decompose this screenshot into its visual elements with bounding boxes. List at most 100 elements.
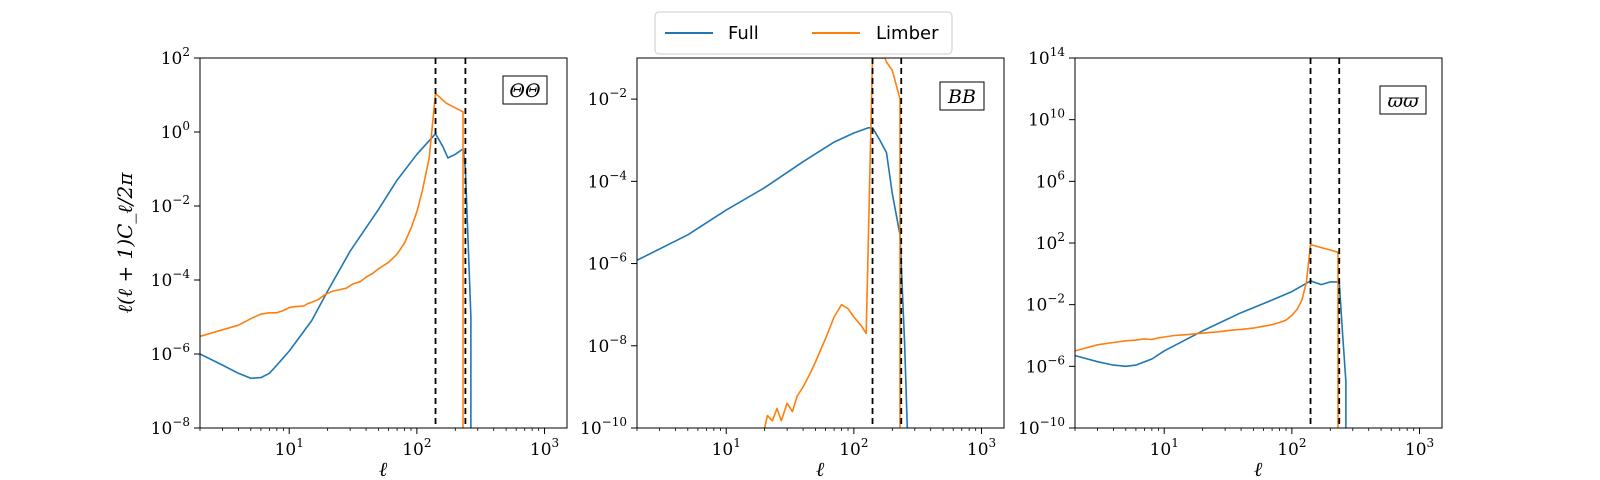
axes-frame: [636, 57, 1005, 429]
y-tick-label: 10−4: [151, 267, 191, 291]
tick-base: 10: [1026, 296, 1048, 316]
tick-base: 10: [839, 440, 861, 460]
tick-base: 10: [402, 440, 424, 460]
tick-base: 10: [712, 440, 734, 460]
series-line-limber: [200, 92, 464, 428]
y-tick-label: 100: [161, 119, 190, 143]
legend-label-full: Full: [728, 23, 759, 44]
x-tick-label: 101: [712, 436, 741, 460]
x-tick-label: 102: [839, 436, 868, 460]
tick-exponent: 3: [552, 436, 560, 450]
tick-exponent: −4: [172, 267, 190, 281]
y-tick-label: 10−2: [1026, 292, 1065, 316]
tick-base: 10: [161, 49, 183, 69]
tick-base: 10: [580, 419, 602, 439]
tick-exponent: −10: [602, 415, 627, 429]
x-tick-label: 102: [1277, 436, 1306, 460]
y-tick-label: 10−10: [1018, 415, 1065, 439]
series-line-full: [1075, 280, 1347, 428]
tick-exponent: 0: [182, 119, 190, 133]
tick-base: 10: [1405, 440, 1427, 460]
tick-base: 10: [588, 337, 610, 357]
x-tick-label: 102: [402, 436, 431, 460]
tick-exponent: −2: [1047, 292, 1065, 306]
tick-base: 10: [1028, 49, 1050, 69]
y-tick-label: 10−8: [151, 415, 190, 439]
x-tick-label: 101: [275, 436, 304, 460]
tick-exponent: 1: [1171, 436, 1179, 450]
tick-exponent: 1: [296, 436, 304, 450]
tick-exponent: 2: [424, 436, 432, 450]
tick-exponent: −8: [172, 415, 190, 429]
tick-exponent: 3: [1427, 436, 1435, 450]
y-tick-label: 10−8: [588, 333, 627, 357]
panel-label: BB: [947, 86, 976, 108]
panel-label: ϖϖ: [1388, 90, 1419, 112]
tick-base: 10: [161, 123, 183, 143]
tick-exponent: 2: [182, 45, 190, 59]
tick-exponent: 6: [1057, 168, 1065, 182]
axes-frame: [199, 57, 568, 429]
tick-exponent: 1: [733, 436, 741, 450]
tick-base: 10: [151, 271, 173, 291]
tick-base: 10: [275, 440, 297, 460]
x-tick-label: 103: [530, 436, 559, 460]
tick-base: 10: [588, 255, 610, 275]
series-line-full: [637, 127, 909, 428]
tick-base: 10: [1036, 234, 1058, 254]
x-axis-label: ℓ: [1254, 457, 1263, 480]
legend-box: [654, 11, 953, 55]
tick-exponent: 2: [861, 436, 869, 450]
panel-label-box: BB: [939, 81, 985, 111]
tick-exponent: −6: [1047, 353, 1065, 367]
tick-base: 10: [1026, 357, 1048, 377]
y-tick-label: 10−6: [588, 251, 627, 275]
x-axis-label: ℓ: [816, 457, 825, 480]
x-tick-label: 101: [1150, 436, 1179, 460]
y-tick-label: 10−6: [1026, 353, 1065, 377]
panel-label-box: ΘΘ: [502, 75, 548, 105]
tick-exponent: −4: [609, 168, 627, 182]
series-line-limber: [763, 58, 901, 428]
x-tick-label: 103: [1405, 436, 1434, 460]
tick-base: 10: [151, 197, 173, 217]
y-axis-label: ℓ(ℓ + 1)C_ℓ/2π: [113, 172, 137, 314]
tick-base: 10: [151, 419, 173, 439]
x-axis-label: ℓ: [379, 457, 388, 480]
legend-label-limber: Limber: [876, 23, 939, 44]
tick-base: 10: [588, 90, 610, 110]
tick-base: 10: [1018, 419, 1040, 439]
y-tick-label: 10−2: [151, 193, 190, 217]
tick-exponent: −6: [609, 251, 627, 265]
tick-exponent: −2: [172, 193, 190, 207]
tick-exponent: −2: [609, 86, 627, 100]
y-tick-label: 1014: [1028, 45, 1065, 69]
tick-base: 10: [1150, 440, 1172, 460]
y-tick-label: 102: [161, 45, 190, 69]
tick-exponent: −6: [172, 341, 190, 355]
tick-exponent: 10: [1050, 107, 1065, 121]
y-tick-label: 10−4: [588, 168, 628, 192]
series-line-full: [200, 132, 472, 428]
tick-base: 10: [151, 345, 173, 365]
y-tick-label: 10−10: [580, 415, 627, 439]
y-tick-label: 106: [1036, 168, 1065, 192]
y-tick-label: 1010: [1028, 107, 1065, 131]
panel-label-box: ϖϖ: [1379, 85, 1427, 115]
panel-label: ΘΘ: [509, 80, 541, 102]
tick-base: 10: [1036, 172, 1058, 192]
series-line-limber: [1075, 243, 1339, 428]
tick-base: 10: [1028, 111, 1050, 131]
y-tick-label: 10−6: [151, 341, 190, 365]
tick-exponent: 14: [1050, 45, 1066, 59]
tick-base: 10: [588, 172, 610, 192]
tick-base: 10: [530, 440, 552, 460]
y-tick-label: 102: [1036, 230, 1065, 254]
legend: Full Limber: [654, 11, 953, 55]
x-tick-label: 103: [967, 436, 996, 460]
tick-exponent: 3: [989, 436, 997, 450]
